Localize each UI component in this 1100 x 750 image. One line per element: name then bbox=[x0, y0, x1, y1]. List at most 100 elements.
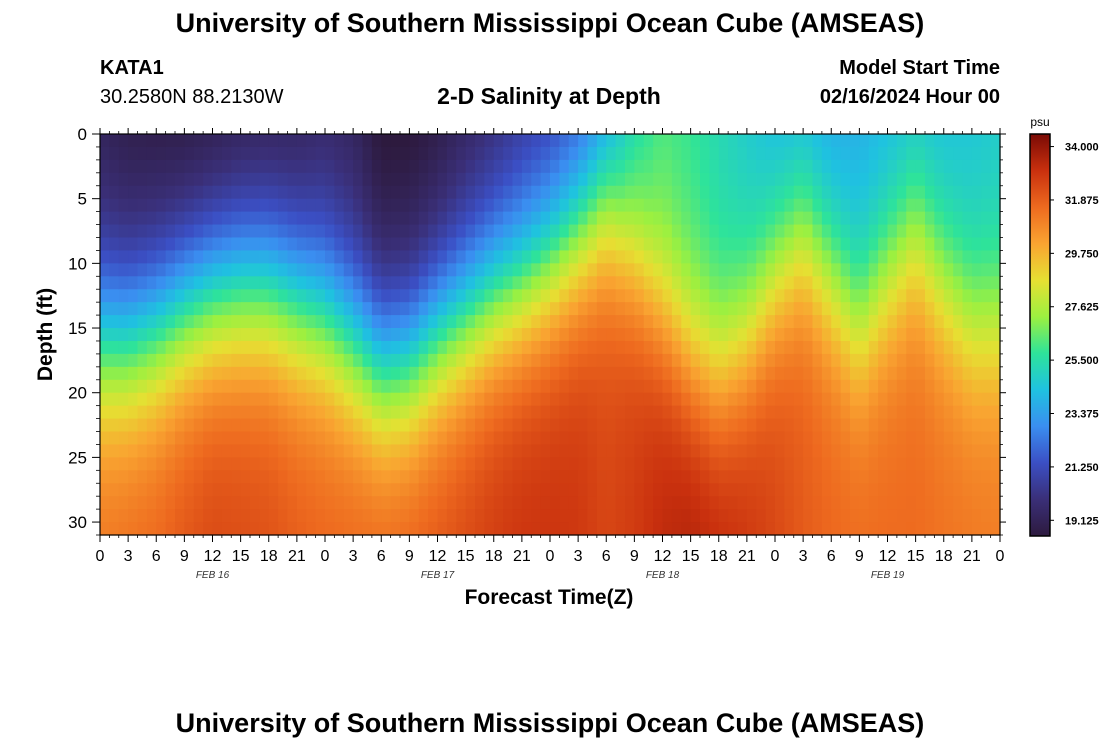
heatmap-cell bbox=[493, 353, 504, 368]
heatmap-cell bbox=[915, 224, 926, 239]
heatmap-cell bbox=[971, 431, 982, 446]
heatmap-cell bbox=[765, 496, 776, 510]
heatmap-cell bbox=[596, 418, 607, 433]
heatmap-cell bbox=[578, 418, 589, 433]
heatmap-cell bbox=[512, 159, 523, 174]
heatmap-cell bbox=[934, 276, 945, 290]
heatmap-cell bbox=[353, 509, 364, 523]
heatmap-cell bbox=[821, 431, 832, 446]
heatmap-cell bbox=[287, 250, 298, 264]
heatmap-cell bbox=[446, 379, 457, 394]
heatmap-cell bbox=[962, 185, 973, 200]
heatmap-cell bbox=[962, 276, 973, 290]
heatmap-cell bbox=[746, 250, 757, 264]
heatmap-cell bbox=[203, 457, 214, 471]
heatmap-cell bbox=[662, 470, 673, 484]
heatmap-cell bbox=[475, 431, 485, 446]
heatmap-cell bbox=[981, 431, 992, 446]
heatmap-cell bbox=[559, 340, 570, 355]
heatmap-cell bbox=[550, 289, 560, 303]
heatmap-cell bbox=[756, 444, 767, 458]
heatmap-cell bbox=[325, 289, 335, 303]
heatmap-cell bbox=[353, 522, 364, 536]
heatmap-cell bbox=[371, 146, 382, 161]
heatmap-cell bbox=[175, 237, 185, 252]
heatmap-cell bbox=[840, 134, 851, 148]
heatmap-cell bbox=[137, 250, 148, 264]
heatmap-cell bbox=[812, 302, 823, 316]
heatmap-cell bbox=[925, 315, 935, 329]
heatmap-cell bbox=[268, 509, 279, 523]
heatmap-cell bbox=[240, 405, 251, 420]
heatmap-cell bbox=[184, 392, 195, 407]
heatmap-cell bbox=[259, 211, 270, 226]
heatmap-cell bbox=[456, 483, 467, 497]
heatmap-cell bbox=[775, 353, 785, 368]
heatmap-cell bbox=[325, 276, 335, 290]
heatmap-cell bbox=[718, 159, 729, 174]
heatmap-cell bbox=[550, 224, 560, 239]
heatmap-cell bbox=[850, 159, 860, 174]
heatmap-cell bbox=[156, 379, 167, 394]
heatmap-cell bbox=[203, 250, 214, 264]
heatmap-cell bbox=[137, 159, 148, 174]
heatmap-cell bbox=[690, 224, 701, 239]
heatmap-cell bbox=[362, 444, 373, 458]
heatmap-cell bbox=[390, 496, 401, 510]
heatmap-cell bbox=[625, 185, 635, 200]
heatmap-cell bbox=[475, 366, 485, 381]
heatmap-cell bbox=[625, 237, 635, 252]
heatmap-cell bbox=[896, 379, 907, 394]
heatmap-cell bbox=[184, 289, 195, 303]
heatmap-cell bbox=[137, 198, 148, 213]
heatmap-cell bbox=[896, 134, 907, 148]
heatmap-cell bbox=[512, 444, 523, 458]
heatmap-cell bbox=[503, 405, 514, 420]
heatmap-cell bbox=[128, 470, 139, 484]
heatmap-cell bbox=[840, 315, 851, 329]
heatmap-cell bbox=[193, 159, 204, 174]
heatmap-cell bbox=[165, 340, 176, 355]
heatmap-cell bbox=[878, 224, 889, 239]
heatmap-cell bbox=[793, 405, 804, 420]
heatmap-cell bbox=[606, 289, 617, 303]
heatmap-cell bbox=[212, 470, 223, 484]
heatmap-cell bbox=[756, 159, 767, 174]
heatmap-cell bbox=[568, 457, 579, 471]
x-tick-label: 3 bbox=[574, 548, 583, 565]
heatmap-cell bbox=[906, 146, 917, 161]
heatmap-cell bbox=[850, 379, 860, 394]
heatmap-cell bbox=[109, 211, 120, 226]
heatmap-cell bbox=[325, 379, 335, 394]
heatmap-cell bbox=[156, 276, 167, 290]
model-start-label: Model Start Time bbox=[839, 57, 1000, 79]
heatmap-cell bbox=[728, 340, 739, 355]
heatmap-cell bbox=[925, 328, 935, 342]
heatmap-cell bbox=[362, 470, 373, 484]
heatmap-cell bbox=[381, 263, 392, 277]
heatmap-cell bbox=[737, 146, 748, 161]
heatmap-cell bbox=[643, 496, 654, 510]
heatmap-cell bbox=[653, 496, 664, 510]
heatmap-cell bbox=[146, 237, 157, 252]
heatmap-cell bbox=[278, 315, 289, 329]
heatmap-cell bbox=[418, 392, 429, 407]
colorbar-unit: psu bbox=[1030, 115, 1049, 129]
heatmap-cell bbox=[400, 250, 410, 264]
heatmap-cell bbox=[146, 340, 157, 355]
heatmap-cell bbox=[681, 172, 692, 187]
heatmap-cell bbox=[831, 211, 842, 226]
heatmap-cell bbox=[709, 198, 720, 213]
heatmap-cell bbox=[578, 483, 589, 497]
heatmap-cell bbox=[521, 431, 532, 446]
heatmap-cell bbox=[118, 392, 129, 407]
heatmap-cell bbox=[231, 340, 242, 355]
heatmap-cell bbox=[578, 496, 589, 510]
heatmap-cell bbox=[559, 224, 570, 239]
heatmap-cell bbox=[306, 159, 317, 174]
heatmap-cell bbox=[521, 483, 532, 497]
heatmap-cell bbox=[278, 444, 289, 458]
heatmap-cell bbox=[250, 328, 260, 342]
heatmap-cell bbox=[362, 250, 373, 264]
heatmap-cell bbox=[456, 457, 467, 471]
